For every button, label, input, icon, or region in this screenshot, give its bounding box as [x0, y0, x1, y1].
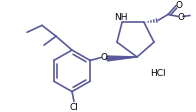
Text: Cl: Cl: [70, 102, 78, 111]
Text: HCl: HCl: [150, 69, 166, 78]
Polygon shape: [107, 56, 137, 61]
Text: O: O: [101, 53, 108, 61]
Text: O: O: [175, 1, 182, 10]
Text: NH: NH: [114, 13, 128, 22]
Text: O: O: [178, 13, 184, 22]
